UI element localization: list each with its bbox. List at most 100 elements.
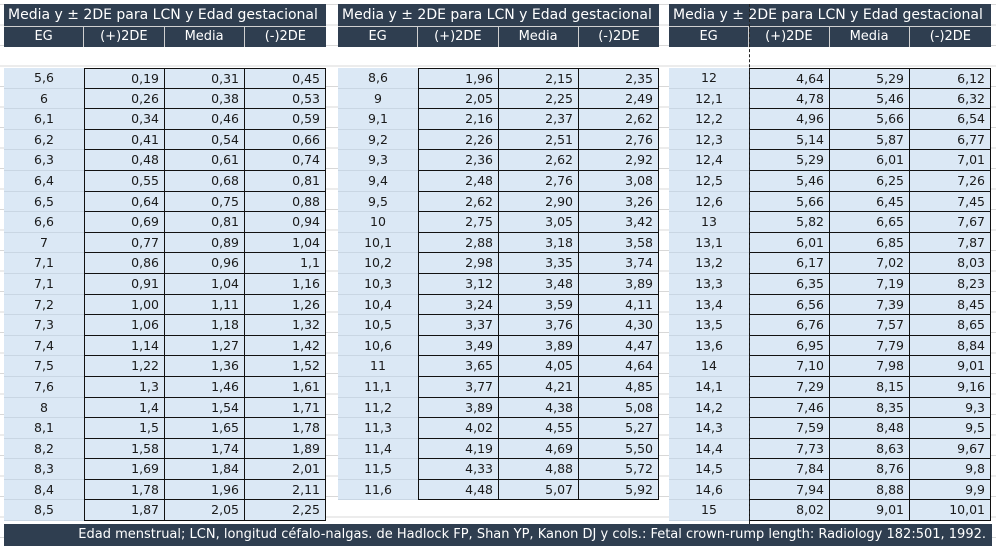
- value-cell: 1,32: [244, 315, 326, 336]
- value-cell: 0,26: [84, 88, 164, 110]
- value-cell: 1,71: [244, 397, 326, 419]
- value-cell: 5,50: [578, 438, 659, 460]
- column-header: EG: [34, 29, 53, 44]
- value-cell: 0,54: [164, 129, 244, 151]
- table-row: 12,5 5,46 6,25 7,26: [669, 170, 991, 192]
- table-row: 11 3,65 4,05 4,64: [338, 356, 659, 377]
- value-cell: 7,01: [909, 150, 991, 171]
- eg-cell: 8,4: [4, 479, 84, 501]
- eg-cell: 6,3: [4, 150, 84, 171]
- table-row: 8,2 1,58 1,74 1,89: [4, 438, 326, 460]
- value-cell: 9,01: [829, 500, 909, 522]
- eg-cell: 8,6: [338, 68, 418, 89]
- value-cell: 1,26: [244, 294, 326, 316]
- value-cell: 4,19: [418, 438, 498, 460]
- eg-cell: 7,1: [4, 253, 84, 274]
- value-cell: 3,26: [578, 191, 659, 213]
- table-row: 6,6 0,69 0,81 0,94: [4, 212, 326, 233]
- table-body: 5,6 0,19 0,31 0,45 6 0,26 0,38 0,53 6,1 0,34 0,46 0…: [4, 68, 326, 522]
- eg-cell: 11,5: [338, 459, 418, 480]
- value-cell: 5,27: [578, 418, 659, 439]
- value-cell: 5,14: [749, 129, 829, 151]
- table-row: 9 2,05 2,25 2,49: [338, 88, 659, 110]
- page-break-line: [749, 4, 750, 524]
- value-cell: 7,94: [749, 479, 829, 501]
- column-header: (+)2DE: [83, 27, 163, 47]
- table-row: 11,1 3,77 4,21 4,85: [338, 376, 659, 398]
- value-cell: 9,67: [909, 438, 991, 460]
- table-row: 10,5 3,37 3,76 4,30: [338, 315, 659, 336]
- table-row: 7,4 1,14 1,27 1,42: [4, 335, 326, 357]
- value-cell: 3,89: [578, 273, 659, 295]
- value-cell: 4,78: [749, 88, 829, 110]
- value-cell: 5,82: [749, 212, 829, 233]
- table-row: 13,2 6,17 7,02 8,03: [669, 253, 991, 274]
- table-row: 7 0,77 0,89 1,04: [4, 232, 326, 254]
- table-row: 14,3 7,59 8,48 9,5: [669, 418, 991, 439]
- value-cell: 6,01: [749, 232, 829, 254]
- value-cell: 8,23: [909, 273, 991, 295]
- table-row: 9,3 2,36 2,62 2,92: [338, 150, 659, 171]
- value-cell: 0,86: [84, 253, 164, 274]
- eg-cell: 14,2: [669, 397, 749, 419]
- table-1: Media y ± 2DE para LCN y Edad gestaciona…: [4, 4, 326, 522]
- table-row: 10,6 3,49 3,89 4,47: [338, 335, 659, 357]
- value-cell: 3,89: [418, 397, 498, 419]
- table-row: 15 8,02 9,01 10,01: [669, 500, 991, 522]
- table-3: Media y ± 2DE para LCN y Edad gestaciona…: [669, 4, 991, 522]
- value-cell: 3,49: [418, 335, 498, 357]
- value-cell: 4,47: [578, 335, 659, 357]
- table-header-row: EG (+)2DE Media (-)2DE: [338, 26, 659, 47]
- value-cell: 6,32: [909, 88, 991, 110]
- value-cell: 0,66: [244, 129, 326, 151]
- value-cell: 3,48: [498, 273, 578, 295]
- table-row: 13,3 6,35 7,19 8,23: [669, 273, 991, 295]
- eg-cell: 6,5: [4, 191, 84, 213]
- value-cell: 1,3: [84, 376, 164, 398]
- eg-cell: 12,5: [669, 170, 749, 192]
- value-cell: 0,46: [164, 109, 244, 130]
- table-row: 10 2,75 3,05 3,42: [338, 212, 659, 233]
- value-cell: 0,38: [164, 88, 244, 110]
- value-cell: 2,36: [418, 150, 498, 171]
- table-row: 7,1 0,86 0,96 1,1: [4, 253, 326, 274]
- value-cell: 7,10: [749, 356, 829, 377]
- table-title: Media y ± 2DE para LCN y Edad gestaciona…: [4, 4, 326, 26]
- table-title: Media y ± 2DE para LCN y Edad gestaciona…: [669, 4, 991, 26]
- eg-cell: 14,5: [669, 459, 749, 480]
- value-cell: 4,48: [418, 479, 498, 501]
- value-cell: 1,16: [244, 273, 326, 295]
- table-row: 14,4 7,73 8,63 9,67: [669, 438, 991, 460]
- value-cell: 9,9: [909, 479, 991, 501]
- eg-cell: 6,4: [4, 170, 84, 192]
- column-header: (+)2DE: [417, 27, 497, 47]
- value-cell: 2,25: [498, 88, 578, 110]
- value-cell: 5,66: [749, 191, 829, 213]
- eg-cell: 12,3: [669, 129, 749, 151]
- eg-cell: 14,4: [669, 438, 749, 460]
- value-cell: 2,37: [498, 109, 578, 130]
- column-header: (-)2DE: [243, 27, 326, 47]
- eg-cell: 10,2: [338, 253, 418, 274]
- eg-cell: 8,1: [4, 418, 84, 439]
- value-cell: 8,35: [829, 397, 909, 419]
- eg-cell: 10,1: [338, 232, 418, 254]
- value-cell: 1,11: [164, 294, 244, 316]
- value-cell: 6,76: [749, 315, 829, 336]
- value-cell: 0,91: [84, 273, 164, 295]
- value-cell: 1,58: [84, 438, 164, 460]
- value-cell: 2,16: [418, 109, 498, 130]
- table-row: 6,1 0,34 0,46 0,59: [4, 109, 326, 130]
- table-row: 14,6 7,94 8,88 9,9: [669, 479, 991, 501]
- table-row: 13 5,82 6,65 7,67: [669, 212, 991, 233]
- eg-cell: 14,6: [669, 479, 749, 501]
- value-cell: 1,54: [164, 397, 244, 419]
- value-cell: 0,77: [84, 232, 164, 254]
- table-row: 6 0,26 0,38 0,53: [4, 88, 326, 110]
- table-row: 14,2 7,46 8,35 9,3: [669, 397, 991, 419]
- eg-cell: 7: [4, 232, 84, 254]
- eg-cell: 9,4: [338, 170, 418, 192]
- eg-cell: 10,5: [338, 315, 418, 336]
- value-cell: 0,81: [244, 170, 326, 192]
- value-cell: 1,96: [164, 479, 244, 501]
